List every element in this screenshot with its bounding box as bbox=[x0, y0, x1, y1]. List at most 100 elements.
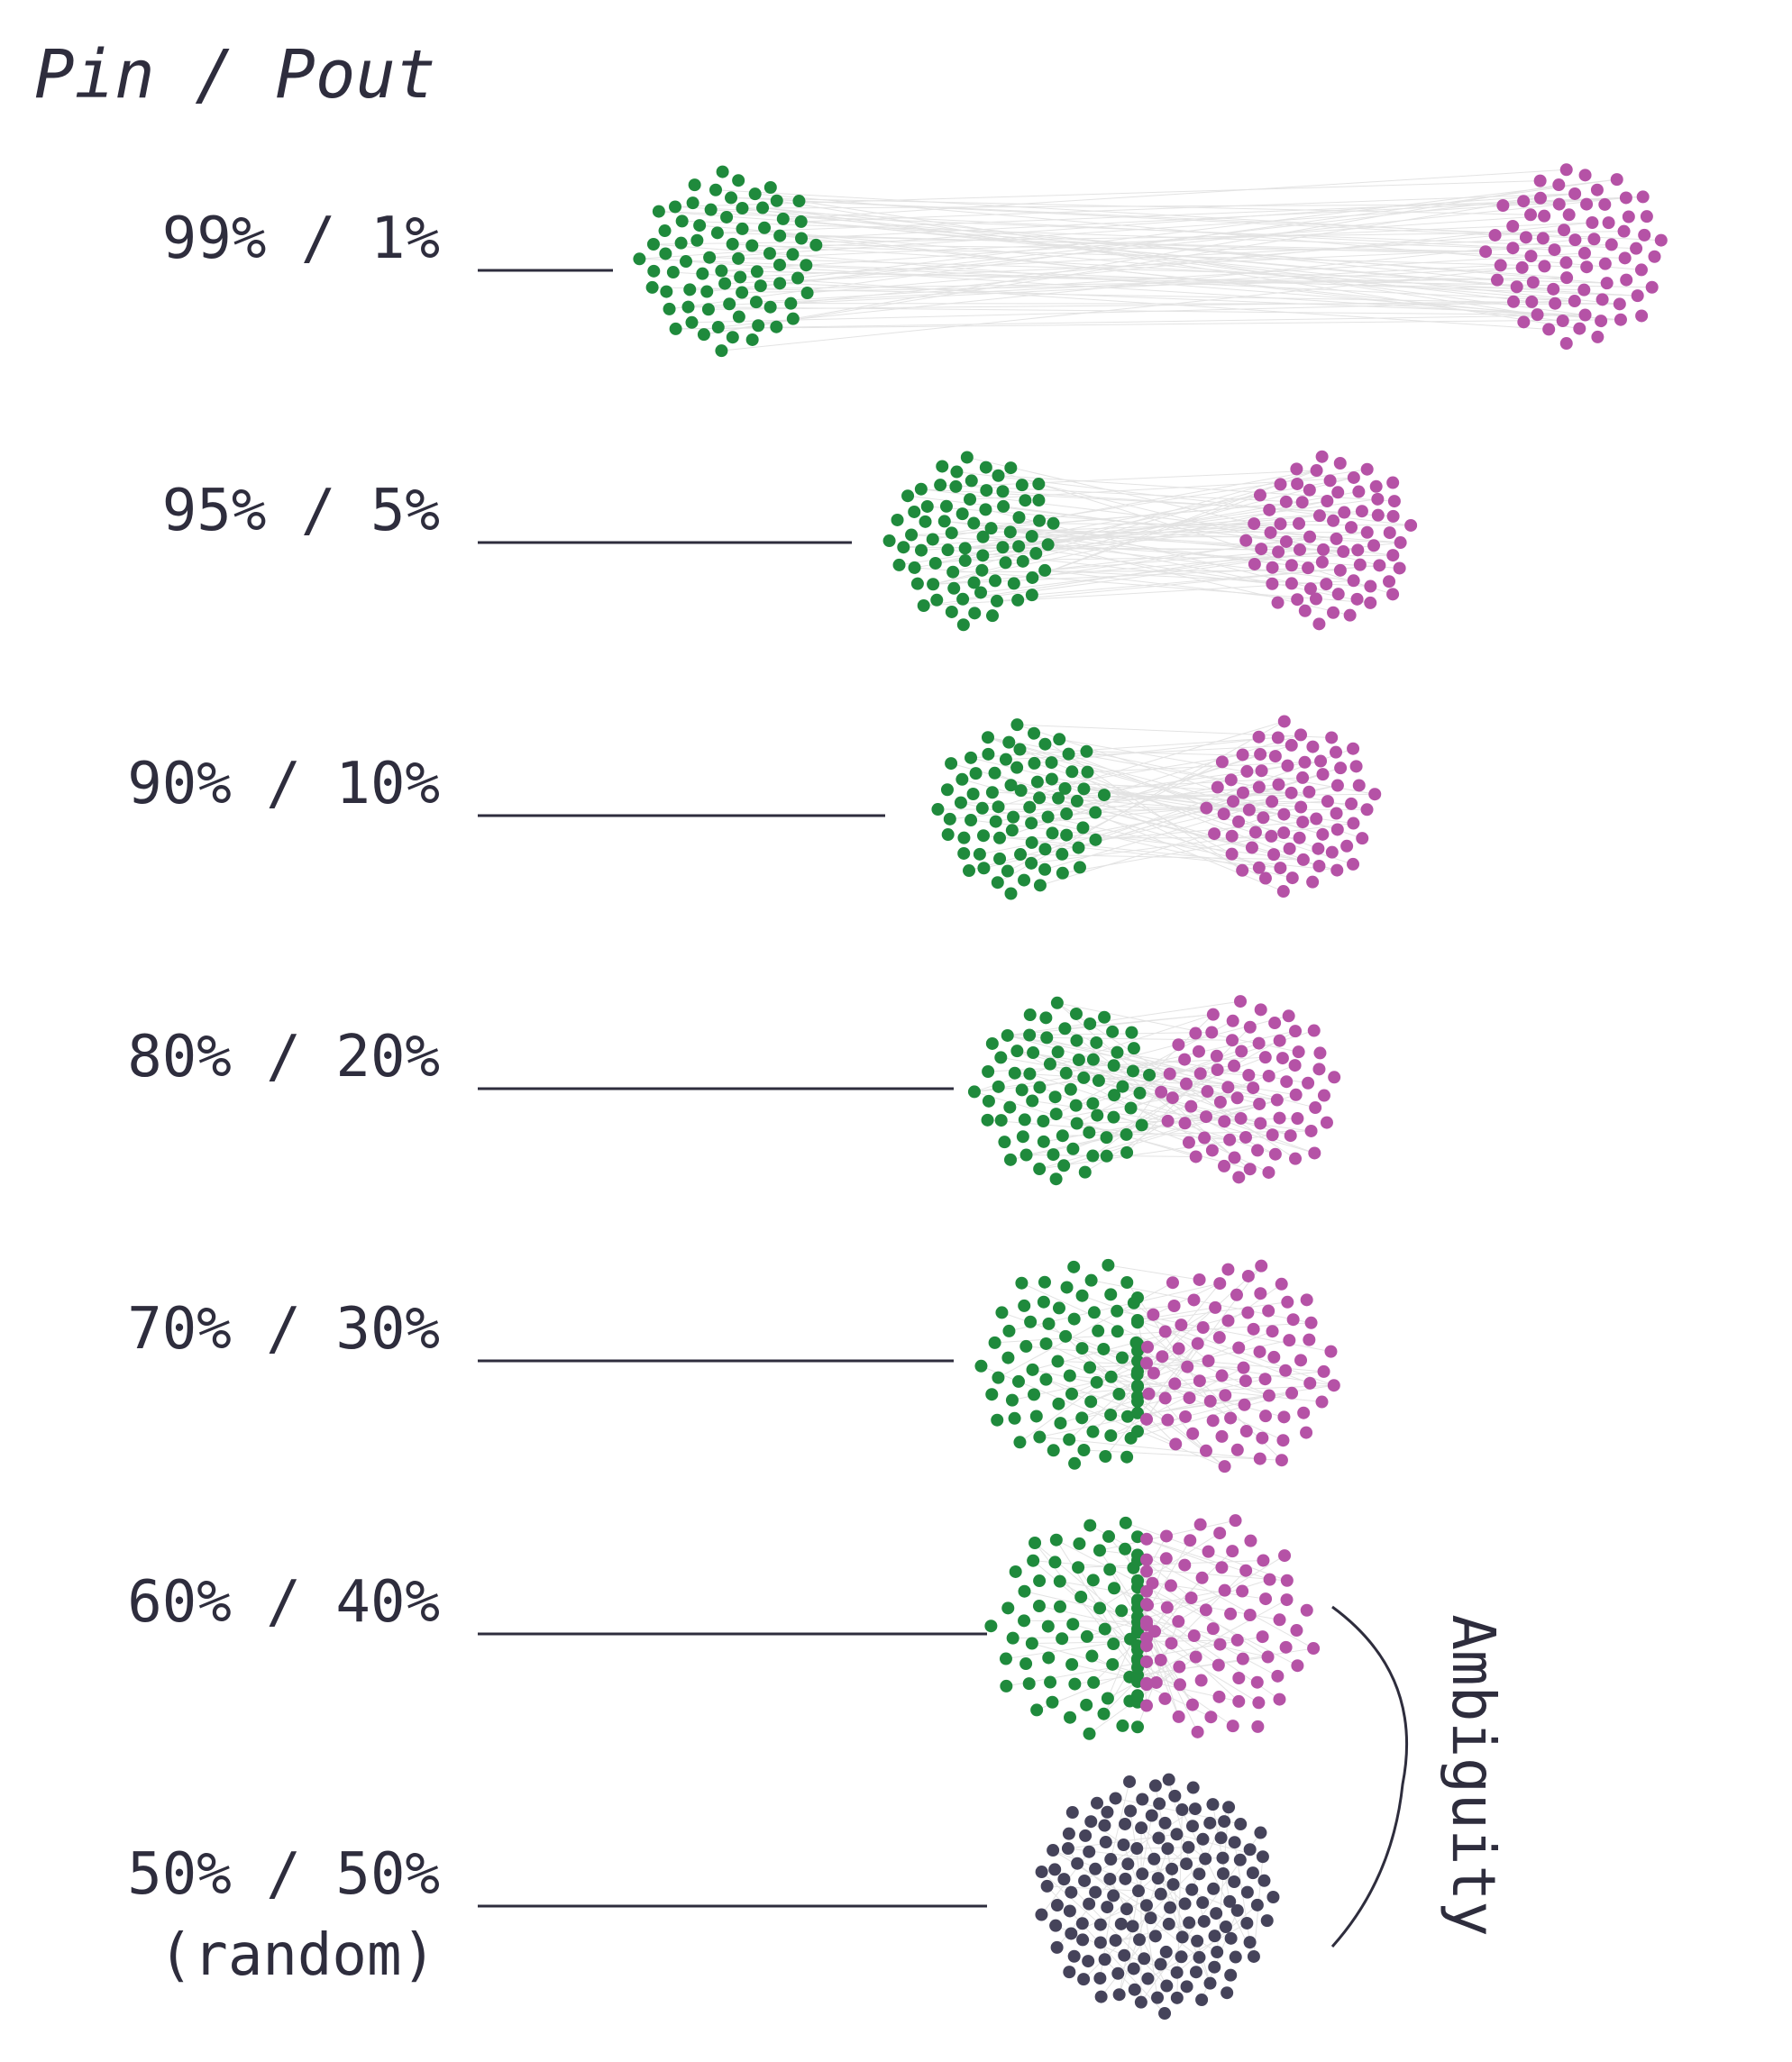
node-community-a bbox=[949, 479, 963, 493]
edge bbox=[979, 785, 1339, 855]
node-community-b bbox=[1552, 197, 1566, 211]
node-community-a bbox=[999, 753, 1012, 766]
node-community-b bbox=[1212, 1690, 1226, 1703]
edge bbox=[681, 220, 1555, 251]
node-community-a bbox=[1081, 765, 1094, 779]
node-community-b bbox=[1140, 1565, 1153, 1578]
node-community-b bbox=[1368, 788, 1382, 801]
node bbox=[1170, 1991, 1184, 2004]
node-community-b bbox=[1179, 1410, 1193, 1423]
node-community-b bbox=[1187, 1629, 1201, 1643]
node bbox=[1065, 1885, 1078, 1899]
node-community-b bbox=[1293, 543, 1306, 556]
node-community-a bbox=[915, 543, 928, 557]
node-community-a bbox=[1025, 856, 1038, 870]
node-community-a bbox=[950, 465, 964, 479]
node-community-a bbox=[756, 201, 770, 214]
node-community-b bbox=[1321, 494, 1334, 507]
node-community-b bbox=[1591, 330, 1605, 343]
node-community-b bbox=[1284, 1129, 1297, 1143]
node-community-a bbox=[1093, 1544, 1106, 1557]
node-community-a bbox=[931, 803, 945, 817]
node-community-a bbox=[1086, 1425, 1100, 1438]
node-community-a bbox=[1131, 1313, 1144, 1327]
node-community-a bbox=[669, 322, 682, 335]
node-community-b bbox=[1560, 271, 1574, 285]
node-community-b bbox=[1330, 532, 1343, 545]
node bbox=[1104, 1853, 1118, 1866]
node-community-a bbox=[1018, 873, 1031, 887]
node-community-b bbox=[1193, 1273, 1206, 1286]
node-community-b bbox=[1310, 812, 1323, 826]
node-community-b bbox=[1303, 483, 1316, 497]
node-community-a bbox=[997, 499, 1010, 513]
node bbox=[1154, 1887, 1167, 1901]
node-community-b bbox=[1383, 526, 1396, 540]
edge bbox=[1082, 1347, 1284, 1441]
node-community-a bbox=[1068, 1456, 1082, 1470]
node-community-a bbox=[1019, 1148, 1033, 1162]
node-community-a bbox=[1002, 1324, 1016, 1337]
node bbox=[1228, 1836, 1241, 1849]
nodes bbox=[633, 163, 1668, 358]
node-community-a bbox=[980, 484, 993, 497]
node-community-a bbox=[1065, 765, 1079, 779]
node-community-b bbox=[1279, 495, 1293, 508]
node-community-a bbox=[984, 1619, 998, 1633]
node-community-a bbox=[1098, 1010, 1111, 1024]
node bbox=[1133, 1933, 1147, 1947]
node-community-b bbox=[1198, 1131, 1211, 1145]
edge bbox=[935, 523, 1300, 564]
edge bbox=[1137, 1659, 1233, 1727]
node-community-b bbox=[1184, 1591, 1198, 1604]
node-community-b bbox=[1327, 514, 1340, 527]
node-community-b bbox=[1140, 1532, 1153, 1546]
edge bbox=[672, 271, 1550, 330]
node-community-a bbox=[917, 598, 930, 612]
node-community-b bbox=[1237, 1361, 1250, 1374]
node bbox=[1050, 1899, 1064, 1912]
node-community-a bbox=[995, 1306, 1009, 1319]
node-community-a bbox=[773, 229, 787, 242]
node-community-a bbox=[996, 485, 1010, 498]
node-community-b bbox=[1283, 1334, 1296, 1347]
node-community-a bbox=[754, 279, 767, 293]
node-community-a bbox=[792, 195, 806, 208]
edge bbox=[703, 184, 1559, 335]
node-community-b bbox=[1272, 545, 1285, 559]
node-community-b bbox=[1323, 474, 1337, 488]
node-community-b bbox=[1303, 1333, 1316, 1346]
edge bbox=[1064, 1878, 1167, 1986]
node bbox=[1197, 1914, 1211, 1928]
node-community-a bbox=[1135, 1118, 1148, 1132]
node-community-b bbox=[1327, 1379, 1340, 1392]
node-community-a bbox=[663, 302, 676, 315]
node-community-a bbox=[1040, 1031, 1054, 1045]
edge bbox=[987, 736, 1259, 788]
node-community-b bbox=[1394, 536, 1407, 550]
node-community-b bbox=[1253, 1452, 1266, 1465]
node-community-b bbox=[1167, 1299, 1181, 1312]
node-community-b bbox=[1386, 509, 1400, 523]
edge bbox=[703, 197, 1541, 335]
node-community-a bbox=[1004, 461, 1018, 475]
node bbox=[1136, 1793, 1149, 1806]
node bbox=[1246, 1866, 1259, 1880]
node-community-a bbox=[679, 255, 692, 269]
node-community-a bbox=[1052, 1397, 1065, 1410]
row-7: 50% / 50% (random) bbox=[127, 1773, 1280, 2021]
node bbox=[1240, 1916, 1254, 1930]
node-community-a bbox=[1133, 1086, 1147, 1099]
node-community-a bbox=[1028, 726, 1041, 740]
node-community-b bbox=[1306, 740, 1320, 753]
node-community-a bbox=[709, 183, 722, 196]
node bbox=[1077, 1973, 1091, 1986]
edge bbox=[1012, 1635, 1194, 1639]
node-community-a bbox=[1032, 1600, 1046, 1613]
node-community-b bbox=[1367, 539, 1381, 552]
edge bbox=[1001, 1056, 1238, 1099]
node-community-a bbox=[1092, 1074, 1105, 1088]
node-community-a bbox=[1025, 1637, 1038, 1650]
node-community-b bbox=[1195, 1571, 1209, 1584]
node-community-b bbox=[1631, 289, 1644, 303]
